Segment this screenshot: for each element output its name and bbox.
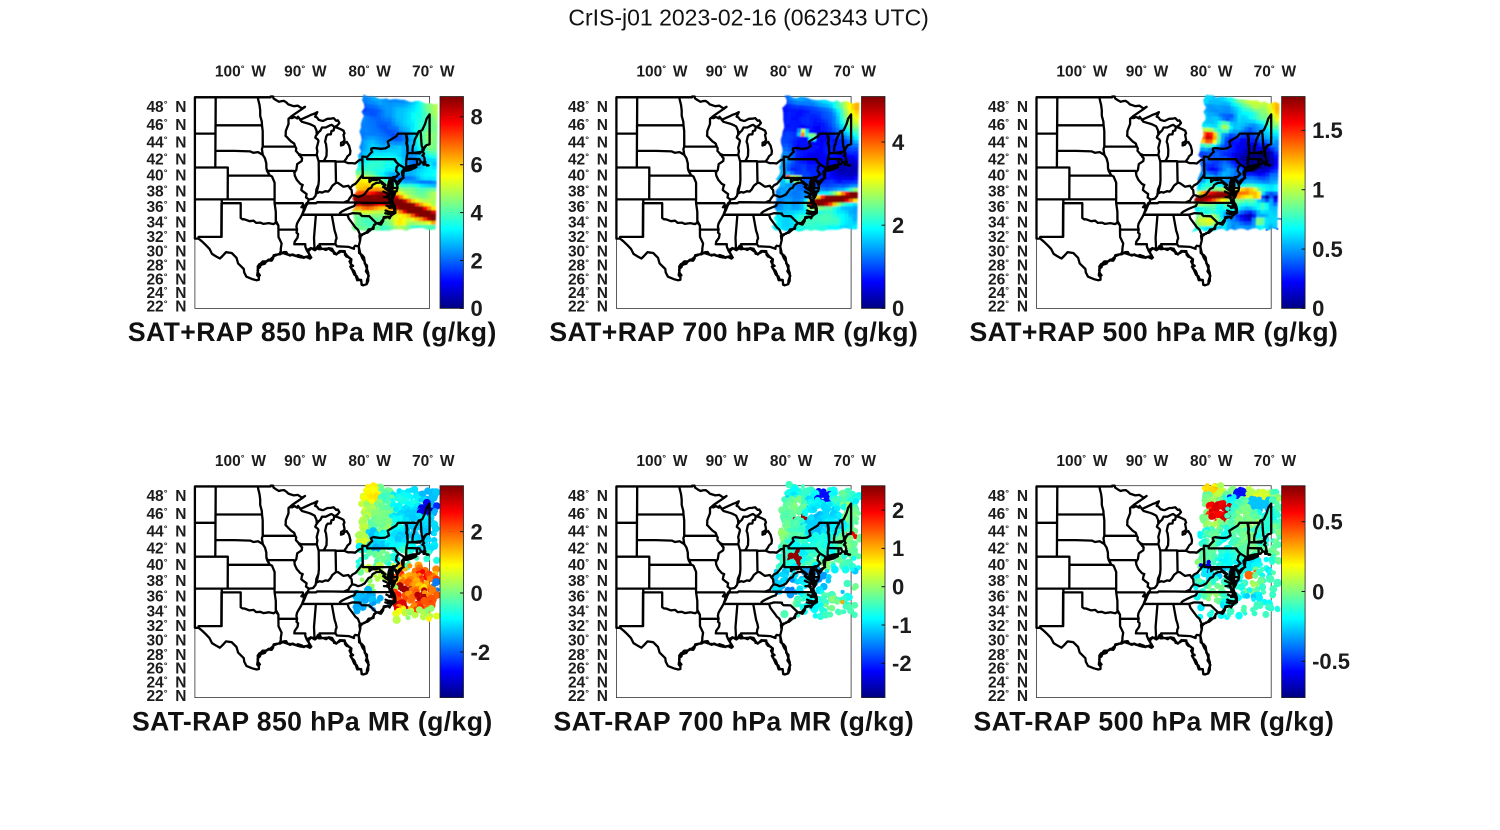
svg-text:-2: -2 <box>892 651 912 676</box>
svg-text:SAT-RAP 700 hPa MR (g/kg): SAT-RAP 700 hPa MR (g/kg) <box>553 706 914 736</box>
svg-text:6: 6 <box>471 153 483 178</box>
svg-text:-0.5: -0.5 <box>1312 649 1350 674</box>
svg-text:0: 0 <box>471 296 483 321</box>
svg-text:2: 2 <box>892 498 904 523</box>
svg-text:4: 4 <box>471 200 484 225</box>
svg-text:2: 2 <box>471 519 483 544</box>
svg-text:-2: -2 <box>471 640 491 665</box>
svg-text:2: 2 <box>471 248 483 273</box>
svg-text:0: 0 <box>1312 296 1324 321</box>
svg-text:CrIS-j01 2023-02-16 (062343 UT: CrIS-j01 2023-02-16 (062343 UTC) <box>568 5 929 31</box>
svg-text:SAT+RAP 850 hPa MR (g/kg): SAT+RAP 850 hPa MR (g/kg) <box>128 317 497 347</box>
svg-text:SAT+RAP 700 hPa MR (g/kg): SAT+RAP 700 hPa MR (g/kg) <box>549 317 918 347</box>
svg-text:1: 1 <box>1312 178 1324 203</box>
svg-text:8: 8 <box>471 105 483 130</box>
svg-text:SAT-RAP 850 hPa MR (g/kg): SAT-RAP 850 hPa MR (g/kg) <box>132 706 493 736</box>
svg-text:0: 0 <box>471 581 483 606</box>
svg-text:0: 0 <box>1312 579 1324 604</box>
svg-text:1: 1 <box>892 536 904 561</box>
svg-text:0: 0 <box>892 575 904 600</box>
svg-text:4: 4 <box>892 130 905 155</box>
svg-text:0.5: 0.5 <box>1312 237 1343 262</box>
svg-text:-1: -1 <box>892 613 912 638</box>
svg-text:SAT+RAP 500 hPa MR (g/kg): SAT+RAP 500 hPa MR (g/kg) <box>969 317 1338 347</box>
svg-text:2: 2 <box>892 213 904 238</box>
svg-text:1.5: 1.5 <box>1312 118 1343 143</box>
svg-text:SAT-RAP 500 hPa MR (g/kg): SAT-RAP 500 hPa MR (g/kg) <box>974 706 1335 736</box>
svg-text:0.5: 0.5 <box>1312 510 1343 535</box>
svg-text:0: 0 <box>892 296 904 321</box>
